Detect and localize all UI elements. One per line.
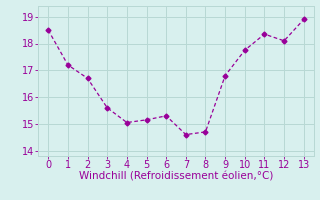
- X-axis label: Windchill (Refroidissement éolien,°C): Windchill (Refroidissement éolien,°C): [79, 172, 273, 182]
